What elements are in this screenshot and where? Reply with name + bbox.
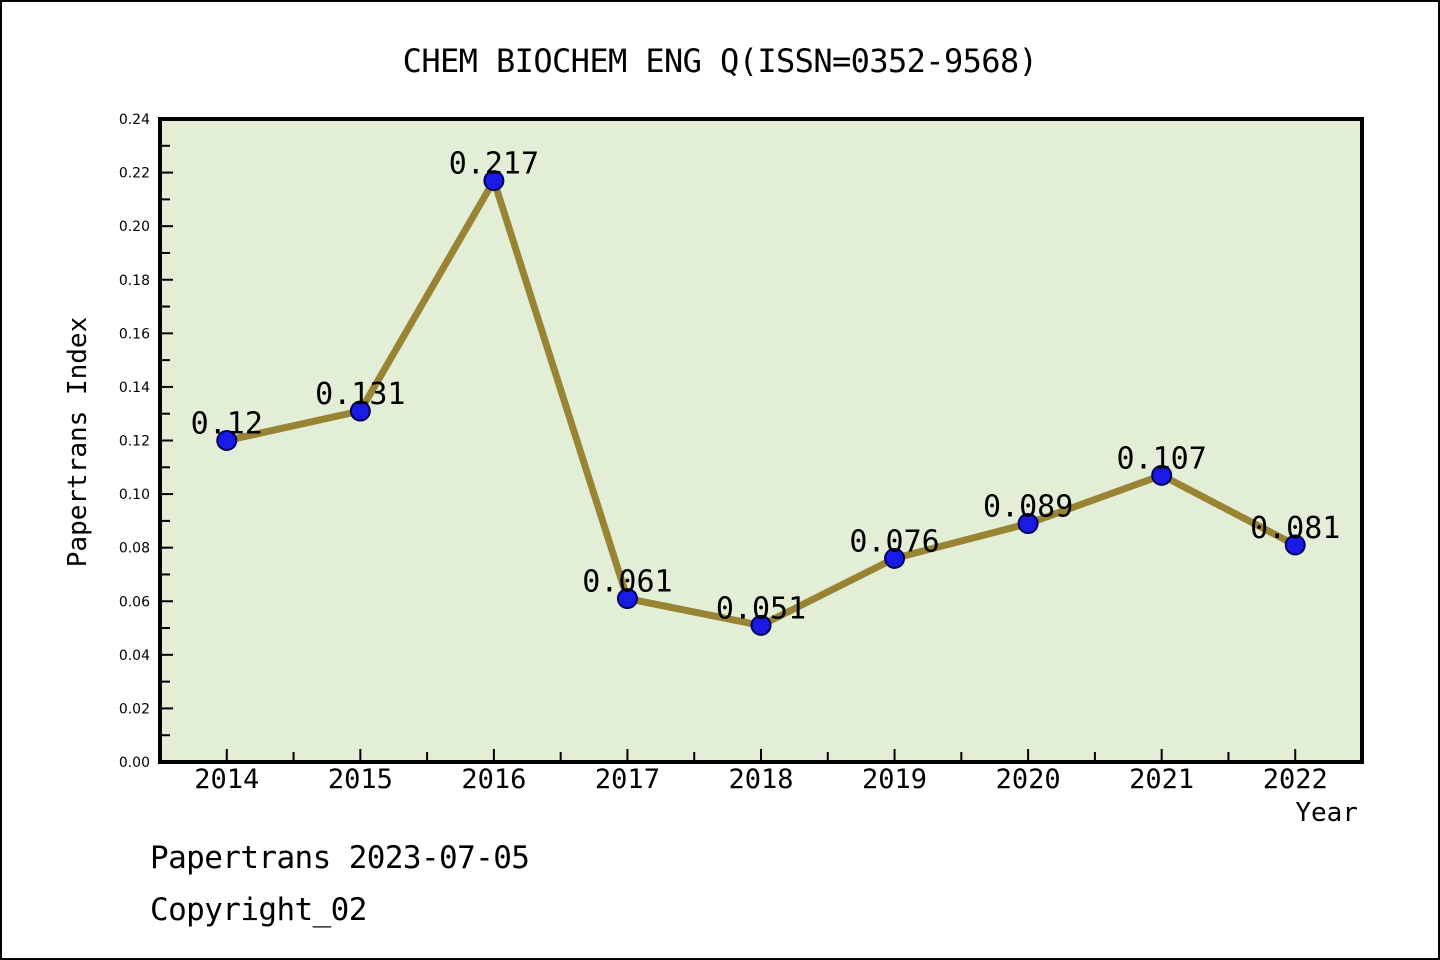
data-point-label: 0.081 bbox=[1250, 511, 1340, 546]
data-point-marker bbox=[1017, 513, 1039, 535]
data-point-marker bbox=[1151, 464, 1173, 486]
data-point-label: 0.089 bbox=[983, 490, 1073, 525]
data-point-label: 0.217 bbox=[449, 147, 539, 182]
x-tick-label: 2022 bbox=[1263, 764, 1328, 795]
data-point-label: 0.107 bbox=[1117, 441, 1207, 476]
data-point-marker bbox=[616, 588, 638, 610]
data-point-label: 0.131 bbox=[315, 377, 405, 412]
y-tick-label: 0.12 bbox=[119, 434, 150, 450]
y-tick-label: 0.22 bbox=[119, 166, 150, 182]
x-tick-label: 2016 bbox=[461, 764, 526, 795]
chart-title: CHEM BIOCHEM ENG Q(ISSN=0352-9568) bbox=[402, 42, 1038, 80]
y-tick-label: 0.04 bbox=[119, 648, 150, 664]
y-tick-label: 0.16 bbox=[119, 326, 150, 342]
y-tick-label: 0.14 bbox=[119, 380, 150, 396]
y-tick-label: 0.10 bbox=[119, 487, 150, 503]
data-point-label: 0.12 bbox=[191, 407, 263, 442]
data-point-marker bbox=[216, 430, 238, 451]
plot-border bbox=[158, 117, 1364, 764]
x-tick-label: 2015 bbox=[328, 764, 393, 795]
x-tick-label: 2017 bbox=[595, 764, 660, 795]
data-point-label: 0.061 bbox=[582, 565, 672, 600]
y-tick-label: 0.06 bbox=[119, 594, 150, 610]
x-tick-label: 2018 bbox=[728, 764, 793, 795]
x-tick-label: 2021 bbox=[1129, 764, 1194, 795]
y-tick-label: 0.08 bbox=[119, 541, 150, 557]
y-tick-label: 0.00 bbox=[119, 755, 150, 771]
plot-background bbox=[160, 119, 1362, 762]
y-tick-label: 0.02 bbox=[119, 701, 150, 717]
y-tick-label: 0.20 bbox=[119, 219, 150, 235]
footer-copyright: Copyright_02 bbox=[150, 892, 367, 928]
data-point-marker bbox=[483, 170, 505, 192]
x-tick-label: 2014 bbox=[194, 764, 259, 795]
y-tick-label: 0.24 bbox=[119, 112, 150, 128]
y-tick-label: 0.18 bbox=[119, 273, 150, 289]
footer-source-date: Papertrans 2023-07-05 bbox=[150, 840, 530, 876]
data-point-marker bbox=[884, 547, 906, 569]
x-axis-title: Year bbox=[1295, 798, 1358, 828]
x-tick-label: 2020 bbox=[996, 764, 1061, 795]
data-point-marker bbox=[349, 400, 371, 422]
data-point-marker bbox=[750, 614, 772, 636]
data-point-label: 0.051 bbox=[716, 591, 806, 626]
data-point-label: 0.076 bbox=[849, 524, 939, 559]
data-point-marker bbox=[1284, 534, 1306, 556]
x-tick-label: 2019 bbox=[862, 764, 927, 795]
